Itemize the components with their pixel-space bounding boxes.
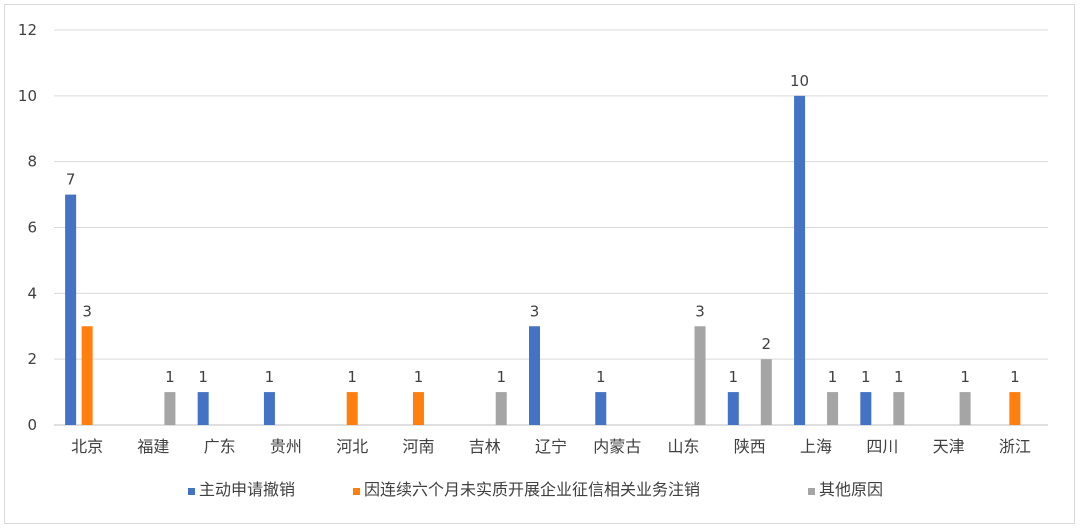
x-tick-label-13: 天津 — [933, 437, 965, 456]
x-tick-label-2: 广东 — [204, 437, 236, 456]
bar-2-13 — [959, 392, 971, 425]
bar-1-14 — [1009, 392, 1021, 425]
x-tick-label-9: 山东 — [668, 437, 700, 456]
x-tick-label-0: 北京 — [71, 437, 103, 456]
data-label-2-12: 1 — [894, 368, 904, 386]
y-tick-label-12: 12 — [18, 21, 37, 39]
bar-1-4 — [346, 392, 358, 425]
bar-2-10 — [760, 359, 772, 425]
bar-2-1 — [164, 392, 176, 425]
bar-0-12 — [860, 392, 872, 425]
x-tick-label-11: 上海 — [800, 437, 832, 456]
bar-2-6 — [495, 392, 507, 425]
bar-1-5 — [412, 392, 424, 425]
data-label-1-4: 1 — [347, 368, 357, 386]
bar-0-3 — [263, 392, 275, 425]
y-tick-label-6: 6 — [27, 219, 37, 237]
y-tick-label-2: 2 — [27, 350, 37, 368]
x-tick-label-5: 河南 — [402, 437, 434, 456]
data-label-2-1: 1 — [165, 368, 175, 386]
bar-2-11 — [827, 392, 839, 425]
data-label-1-14: 1 — [1010, 368, 1020, 386]
y-tick-label-8: 8 — [27, 153, 37, 171]
bar-0-7 — [529, 326, 540, 425]
legend-label-2: 其他原因 — [819, 480, 883, 499]
bar-2-12 — [893, 392, 905, 425]
data-label-2-10: 2 — [762, 335, 772, 353]
data-label-0-2: 1 — [198, 368, 208, 386]
data-label-0-12: 1 — [861, 368, 871, 386]
data-label-1-5: 1 — [414, 368, 424, 386]
y-tick-label-10: 10 — [18, 87, 37, 105]
bar-0-2 — [197, 392, 209, 425]
x-tick-label-12: 四川 — [866, 437, 898, 456]
chart-frame — [4, 4, 1075, 524]
data-label-0-3: 1 — [265, 368, 275, 386]
x-tick-label-3: 贵州 — [270, 437, 302, 456]
x-tick-label-10: 陕西 — [734, 437, 766, 456]
legend-swatch-2 — [808, 488, 815, 495]
bar-0-11 — [794, 95, 806, 425]
data-label-0-11: 10 — [790, 72, 809, 90]
data-label-2-9: 3 — [695, 302, 705, 320]
x-tick-label-7: 辽宁 — [535, 437, 567, 456]
bar-0-0 — [65, 194, 77, 425]
legend-label-0: 主动申请撤销 — [199, 480, 295, 499]
y-tick-label-0: 0 — [27, 416, 37, 434]
data-label-2-13: 1 — [960, 368, 970, 386]
x-tick-label-14: 浙江 — [999, 437, 1031, 456]
data-label-2-6: 1 — [496, 368, 506, 386]
x-tick-label-8: 内蒙古 — [593, 437, 641, 456]
x-tick-label-1: 福建 — [137, 437, 169, 456]
x-tick-label-6: 吉林 — [469, 437, 501, 456]
data-label-0-0: 7 — [66, 171, 76, 189]
data-label-2-11: 1 — [828, 368, 838, 386]
legend-swatch-0 — [188, 488, 195, 495]
data-label-1-0: 3 — [82, 302, 92, 320]
bar-1-0 — [81, 326, 93, 425]
legend-label-1: 因连续六个月未实质开展企业征信相关业务注销 — [364, 480, 700, 499]
bar-2-9 — [694, 326, 706, 425]
legend-swatch-1 — [353, 488, 360, 495]
bar-0-10 — [727, 392, 739, 425]
x-tick-label-4: 河北 — [336, 437, 368, 456]
data-label-0-7: 3 — [530, 302, 540, 320]
bar-0-8 — [595, 392, 607, 425]
y-tick-label-4: 4 — [27, 284, 37, 302]
data-label-0-8: 1 — [596, 368, 606, 386]
data-label-0-10: 1 — [729, 368, 739, 386]
